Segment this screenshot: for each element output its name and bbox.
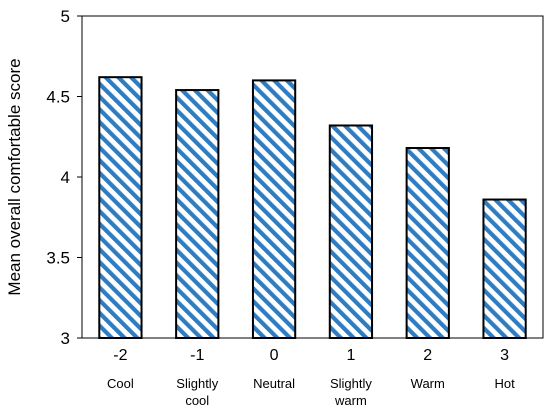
x-tick-label: 1 — [346, 347, 355, 364]
x-category-description: Neutral — [253, 376, 295, 391]
y-axis-ticks: 3 3.5 4 4.5 5 — [46, 7, 82, 348]
x-tick-label: 2 — [423, 347, 432, 364]
x-category-description: Slightly — [330, 376, 372, 391]
bar — [251, 79, 297, 340]
x-category-description: Cool — [107, 376, 134, 391]
x-category-description: Slightly — [176, 376, 218, 391]
x-tick-label: 0 — [270, 347, 279, 364]
y-tick-label: 3.5 — [46, 249, 70, 268]
bar — [98, 76, 143, 340]
x-category-description: Hot — [494, 376, 515, 391]
x-tick-label: -1 — [190, 347, 204, 364]
x-category-description: warm — [334, 393, 367, 408]
bar-series — [98, 76, 527, 340]
bar — [328, 124, 374, 340]
x-category-description: Warm — [411, 376, 445, 391]
plot-area-frame — [81, 15, 544, 339]
x-category-description: cool — [185, 393, 209, 408]
y-tick-label: 5 — [61, 7, 70, 26]
bar — [175, 89, 220, 339]
y-axis-title: Mean overall comfortable score — [5, 58, 24, 295]
x-tick-label: -2 — [113, 347, 127, 364]
y-tick-label: 3 — [61, 329, 70, 348]
bar — [405, 147, 450, 339]
x-tick-label: 3 — [500, 347, 509, 364]
y-tick-label: 4.5 — [46, 88, 70, 107]
y-tick-label: 4 — [61, 168, 70, 187]
x-axis-ticks: -2 Cool -1 Slightly cool 0 Neutral 1 Slightly war… — [107, 347, 515, 408]
bar — [482, 198, 527, 339]
